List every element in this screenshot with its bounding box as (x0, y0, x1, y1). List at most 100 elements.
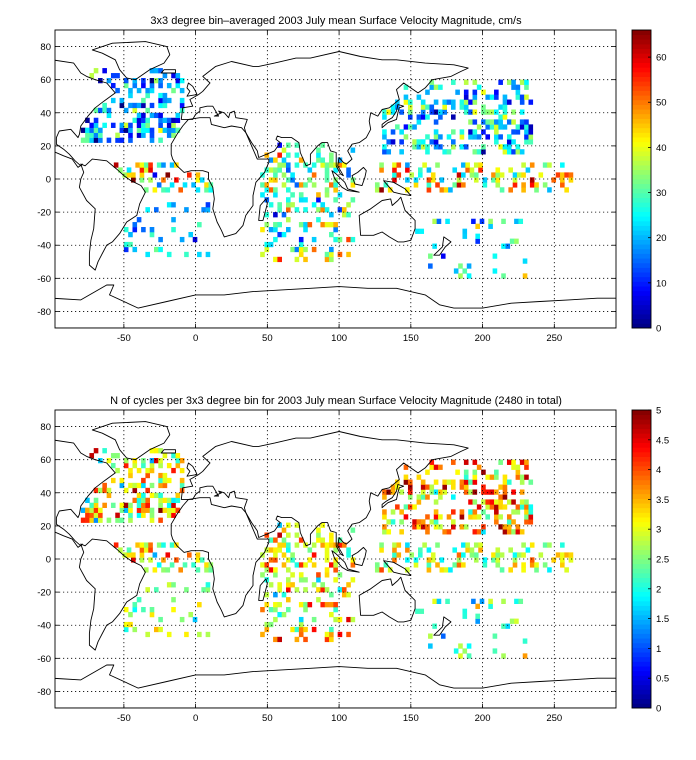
bin-cell (479, 598, 485, 604)
bin-cell (337, 157, 343, 163)
bin-cell (407, 124, 413, 130)
bin-cell (208, 567, 214, 573)
bin-cell (473, 552, 479, 558)
colorbar-segment (632, 188, 651, 194)
bin-cell (481, 529, 486, 535)
bin-cell (433, 84, 439, 90)
bin-cell (141, 97, 146, 104)
x-tick-label: 0 (193, 333, 198, 344)
colorbar-segment (632, 675, 651, 681)
coastline (170, 117, 270, 238)
bin-cell (333, 167, 338, 173)
bin-cell (498, 119, 503, 125)
bin-cell (498, 514, 503, 520)
bin-cell (337, 587, 343, 593)
bin-cell (481, 89, 486, 95)
bin-cell (102, 487, 107, 494)
bin-cell (171, 122, 176, 128)
bin-cell (268, 157, 274, 163)
colorbar-segment (632, 600, 651, 606)
bin-cell (463, 524, 469, 530)
bin-cell (512, 557, 518, 563)
bin-cell (110, 462, 116, 469)
bin-cell (298, 572, 304, 578)
bin-cell (451, 99, 456, 105)
bin-cell (506, 134, 512, 140)
bin-cell (298, 251, 304, 258)
bin-cell (505, 243, 511, 249)
colorbar-segment (632, 647, 651, 653)
bin-cell (515, 129, 521, 135)
bin-cell (161, 542, 166, 548)
bin-cell (485, 514, 491, 520)
bin-cell (93, 137, 99, 143)
colorbar-segment (632, 437, 651, 443)
bin-cell (506, 79, 512, 85)
bin-cell (273, 256, 278, 263)
bin-cell (403, 124, 409, 130)
bin-cell (141, 227, 146, 233)
bin-cell (311, 236, 317, 243)
bin-cell (98, 137, 103, 143)
bin-cell (346, 631, 351, 638)
bin-cell (514, 618, 519, 624)
bin-cell (148, 557, 153, 563)
bin-cell (179, 482, 185, 489)
y-tick-label: 20 (40, 521, 51, 532)
bin-cell (461, 172, 466, 178)
bin-cell (519, 489, 525, 495)
bin-cell (89, 137, 95, 143)
colorbar-segment (632, 323, 651, 329)
bin-cell (165, 187, 171, 193)
bin-cell (128, 507, 133, 513)
bin-cell (123, 82, 129, 89)
bin-cell (494, 514, 499, 520)
bin-cell (463, 144, 469, 150)
bin-cell (264, 167, 270, 173)
bin-cell (329, 182, 334, 188)
bin-cell (199, 557, 205, 563)
bin-cell (128, 621, 133, 628)
bin-cell (123, 626, 129, 633)
bin-cell (273, 552, 278, 558)
bin-cell (98, 458, 103, 464)
y-tick-label: 20 (40, 141, 51, 152)
bin-cell (435, 542, 440, 548)
bin-cell (524, 129, 529, 135)
bin-cell (547, 162, 552, 168)
bin-cell (264, 626, 270, 633)
bin-cell (425, 469, 430, 475)
bin-cell (123, 507, 129, 513)
bin-cell (337, 192, 343, 198)
bin-cell (560, 182, 565, 188)
bin-cell (409, 172, 414, 178)
bin-cell (152, 567, 158, 573)
bin-cell (268, 177, 274, 183)
bin-cell (158, 127, 163, 133)
bin-cell (273, 547, 278, 553)
bin-cell (106, 517, 112, 523)
bin-cell (399, 129, 404, 135)
bin-cell (488, 603, 493, 609)
bin-cell (286, 142, 291, 148)
bin-cell (268, 557, 274, 563)
bin-cell (281, 147, 287, 153)
bin-cell (93, 502, 99, 508)
bin-cell (307, 557, 313, 563)
bin-cell (476, 504, 482, 510)
bin-cell (463, 109, 469, 115)
bin-cell (502, 529, 508, 535)
bin-cell (521, 187, 526, 193)
bin-cell (428, 253, 433, 259)
colorbar-segment (632, 451, 651, 457)
bin-cell (307, 602, 313, 608)
y-tick-label: 60 (40, 75, 51, 86)
colorbar-segment (632, 57, 651, 63)
bin-cell (515, 94, 521, 100)
bin-cell (438, 109, 443, 115)
bin-cell (547, 567, 552, 573)
bin-cell (518, 218, 524, 224)
bin-cell (456, 172, 462, 178)
bin-cell (420, 139, 426, 145)
bin-cell (273, 172, 278, 178)
